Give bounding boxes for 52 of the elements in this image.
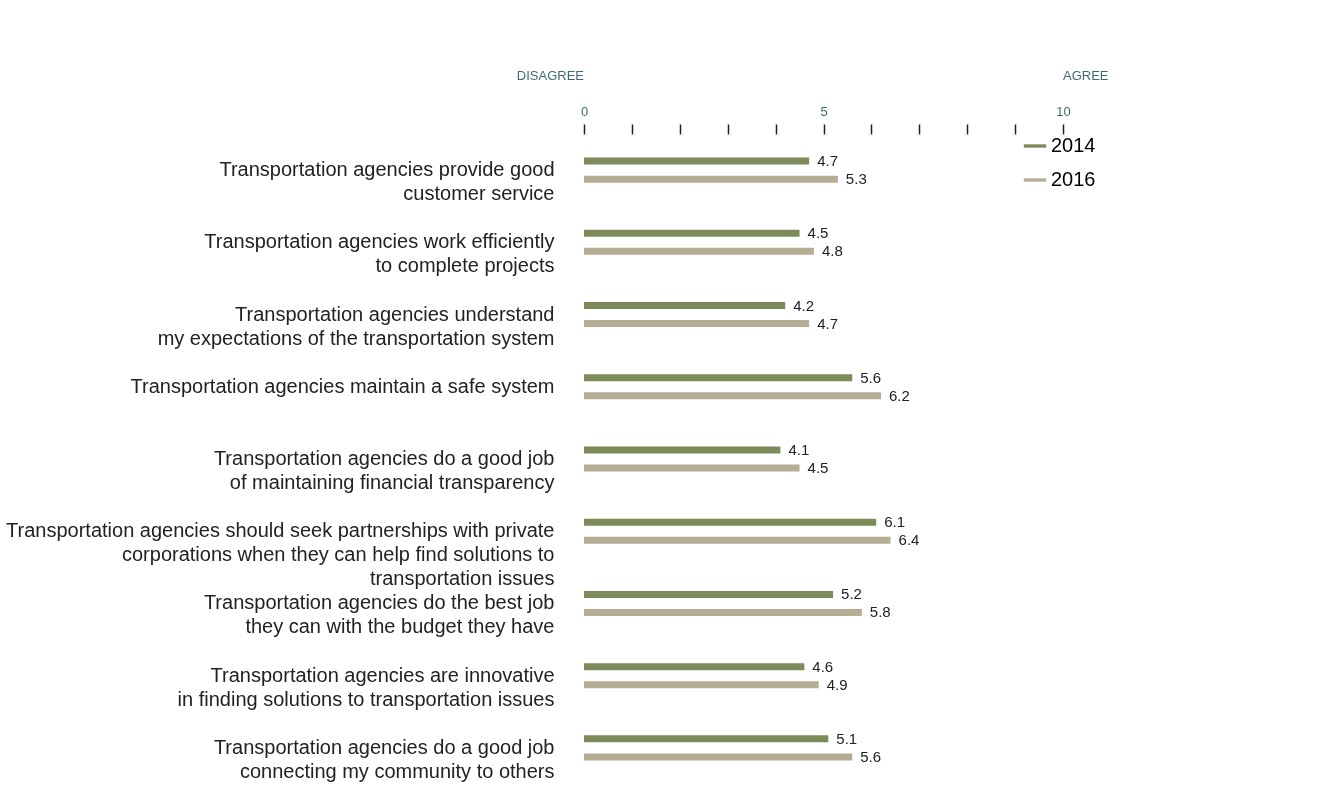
y-tick-label: Transportation agencies are innovative in finding solutions to transportation issues <box>177 663 555 710</box>
data-label: 5.3 <box>845 170 867 188</box>
y-tick-label: Transportation agencies do the best job they can with the budget they have <box>203 591 555 638</box>
bar <box>584 663 805 671</box>
bar <box>584 392 881 400</box>
data-label: 5.6 <box>860 747 882 765</box>
y-tick-label: Transportation agencies maintain a safe system <box>130 374 555 397</box>
text: AGREE <box>1063 68 1109 83</box>
y-tick-label: Transportation agencies should seek partnerships with private corporations when they can help find solutions to transportation issues <box>6 519 555 590</box>
data-label: 4.7 <box>817 152 838 170</box>
bar <box>584 302 786 310</box>
bar <box>584 681 819 689</box>
data-label: 6.1 <box>884 513 906 531</box>
data-label: 5.6 <box>860 368 882 386</box>
x-tick-label: 5 <box>820 103 828 119</box>
data-label: 5.1 <box>836 729 858 747</box>
x-tick-label: 0 <box>580 103 589 119</box>
data-label: 5.8 <box>869 603 891 621</box>
data-label: 4.5 <box>807 224 829 242</box>
data-label: 4.9 <box>826 675 848 693</box>
data-label: 4.7 <box>817 314 838 332</box>
data-label: 4.1 <box>788 440 810 458</box>
x-tick-label: 10 <box>1056 103 1071 119</box>
data-label: 5.2 <box>841 585 862 603</box>
legend-label: 2014 <box>1051 134 1096 156</box>
data-label: 4.2 <box>793 296 815 314</box>
bar <box>584 518 877 526</box>
bar <box>584 175 838 183</box>
bar <box>584 446 781 454</box>
bar <box>584 247 814 255</box>
bar <box>584 157 810 165</box>
y-tick-label: Transportation agencies work efficiently to complete projects <box>204 230 555 277</box>
data-label: 4.5 <box>807 459 829 477</box>
bar <box>584 536 891 544</box>
bar <box>584 464 800 472</box>
bar <box>584 753 853 761</box>
y-tick-label: Transportation agencies understand my expectations of the transportation system <box>157 302 555 349</box>
bar <box>584 374 853 382</box>
text: DISAGREE <box>516 68 585 83</box>
y-tick-label: Transportation agencies provide good customer service <box>219 158 555 205</box>
data-label: 4.8 <box>821 242 843 260</box>
bar <box>584 735 829 743</box>
y-tick-label: Transportation agencies do a good job of maintaining financial transparency <box>213 447 555 493</box>
bar <box>584 590 834 598</box>
bar <box>584 320 810 328</box>
legend-label: 2016 <box>1051 168 1096 190</box>
data-label: 6.2 <box>888 386 910 404</box>
bar <box>584 608 862 616</box>
data-label: 4.6 <box>812 657 834 675</box>
data-label: 6.4 <box>898 531 920 549</box>
y-tick-label: Transportation agencies do a good job connecting my community to others <box>213 735 555 782</box>
bar <box>584 229 800 237</box>
